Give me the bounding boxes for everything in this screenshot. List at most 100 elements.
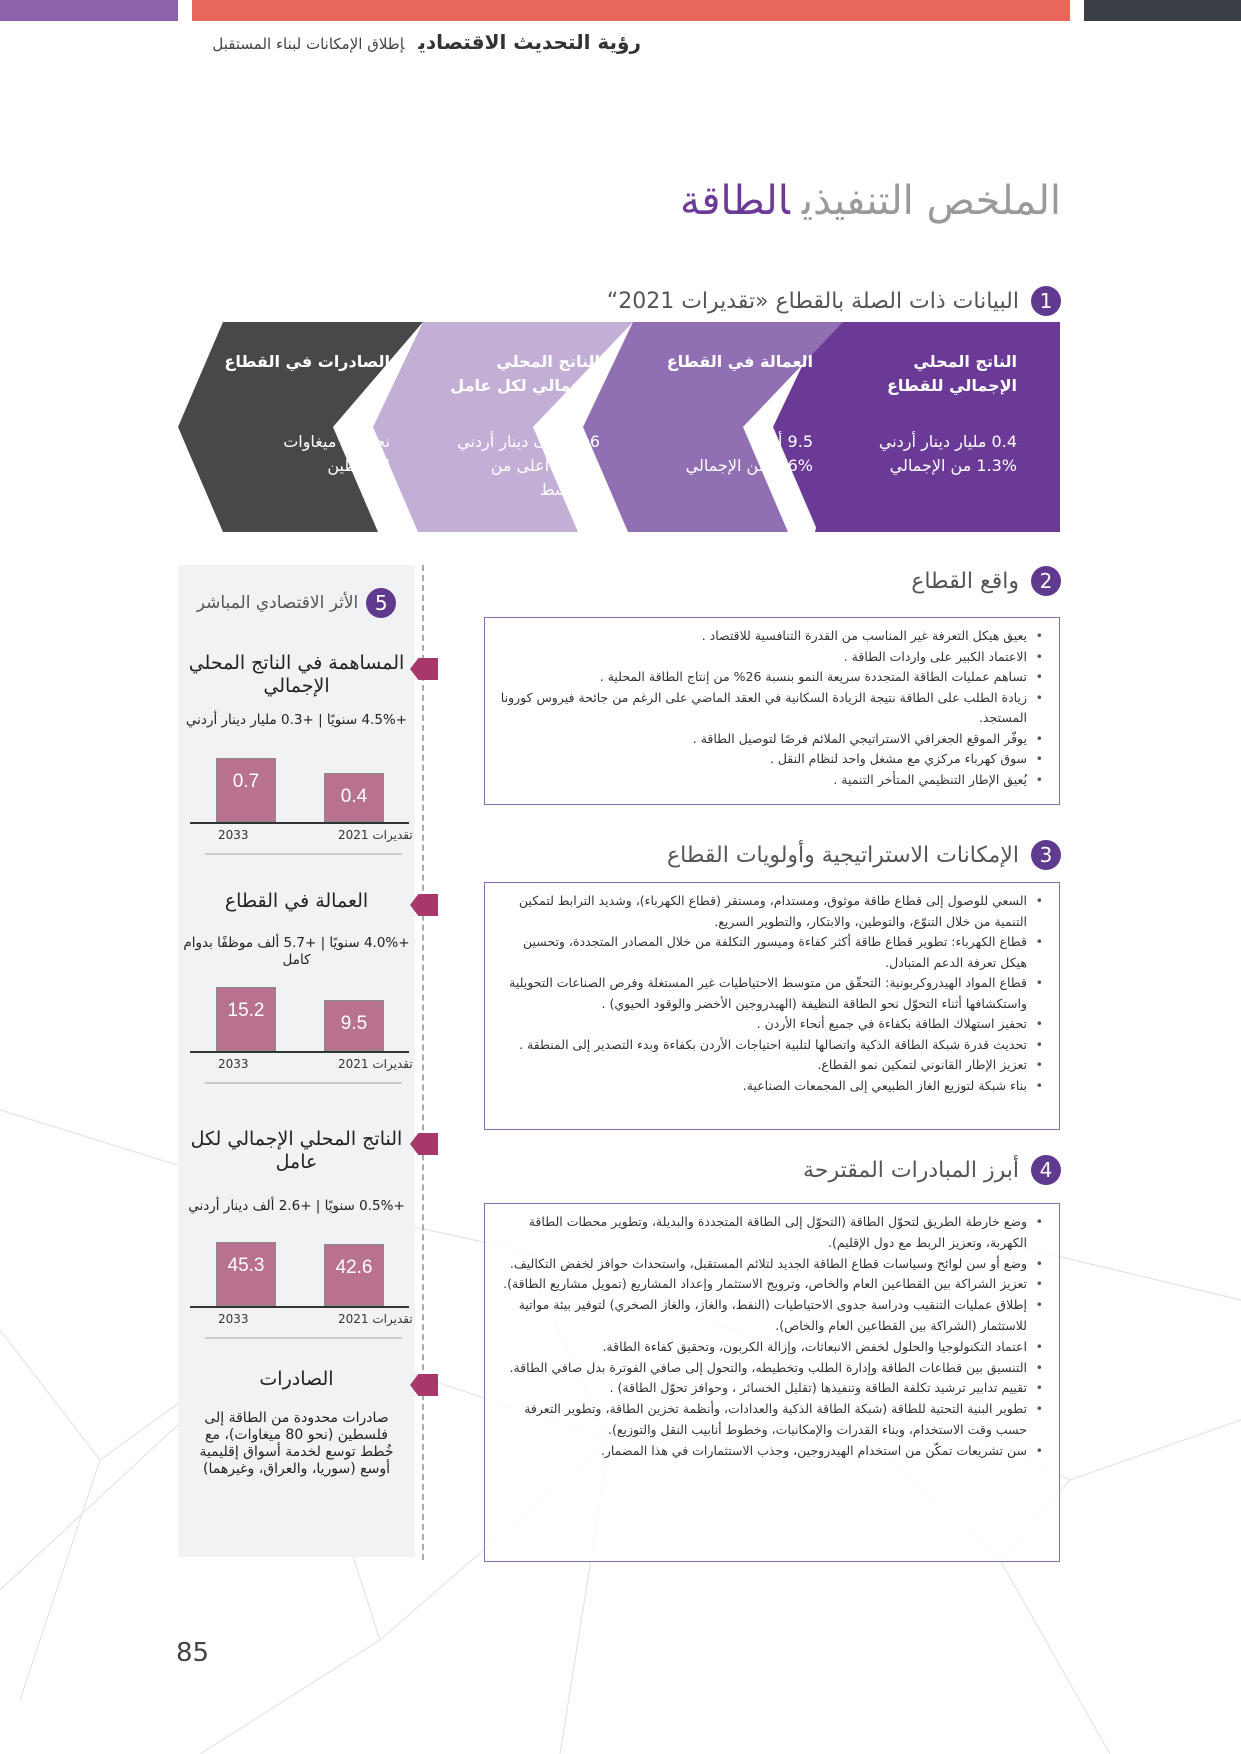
section4-heading: 4 أبرز المبادرات المقترحة [803,1155,1061,1185]
label-2021: تقديرات 2021 [338,1057,413,1071]
card-value: 0.4 مليار دينار أردني [878,432,1017,451]
page-header: رؤية التحديث الاقتصادي إطلاق الإمكانات لب… [212,30,641,54]
bullet-item: قطاع المواد الهيدروكربونية: التحقّق من م… [499,973,1045,1014]
chevron-1 [773,322,1060,532]
bullet-item: التنسيق بين قطاعات الطاقة وإدارة الطلب و… [499,1358,1045,1379]
section3-box: السعي للوصول إلى قطاع طاقة موثوق، ومستدا… [484,882,1060,1130]
section2-heading: 2 واقع القطاع [911,566,1061,596]
section-title: واقع القطاع [911,568,1019,594]
label-2033: 2033 [218,1312,249,1326]
bullet-item: تحديث قدرة شبكة الطاقة الذكية واتصالها ل… [499,1035,1045,1056]
bullet-item: إطلاق عمليات التنقيب ودراسة جدوى الاحتيا… [499,1295,1045,1337]
stat-card-gdp: الناتج المحلي الإجمالي للقطاع 0.4 مليار د… [822,322,1067,532]
section-number: 3 [1031,840,1061,870]
exports-text: صادرات محدودة من الطاقة إلى فلسطين (نحو … [199,1410,394,1477]
section3-heading: 3 الإمكانات الاستراتيجية وأولويات القطاع [667,840,1061,870]
card-value: 1.3% من الإجمالي [889,456,1017,475]
impact-bar-chart: 15.2 9.5 2033 تقديرات 2021 [190,985,415,1085]
section5-heading: 5 الأثر الاقتصادي المباشر [178,588,415,618]
label-2033: 2033 [218,828,249,842]
section-number: 1 [1031,286,1061,316]
ribbon-marker [410,658,438,680]
bar-2033: 15.2 [216,987,276,1051]
bullet-item: بناء شبكة لتوزيع الغاز الطبيعي إلى المجم… [499,1076,1045,1097]
bullet-item: قطاع الكهرباء: تطوير قطاع طاقة أكثر كفاء… [499,932,1045,973]
bullet-item: وضع أو سن لوائح وسياسات قطاع الطاقة الجد… [499,1254,1045,1275]
section-title: البيانات ذات الصلة بالقطاع «تقديرات 2021… [606,288,1019,314]
bar-2033: 45.3 [216,1242,276,1306]
card-value: 42.6 ألف دينار أردني [457,432,600,451]
page-number: 85 [176,1638,210,1668]
block-separator [205,853,402,855]
chevron-2 [583,322,843,532]
label-2033: 2033 [218,1057,249,1071]
exports-title: الصادرات [259,1368,334,1390]
card-value: 125% أعلى من المتوسط [490,456,600,499]
bullet-item: وضع خارطة الطريق لتحوّل الطاقة (التحوّل … [499,1212,1045,1254]
bullet-item: تعزيز الشراكة بين القطاعين العام والخاص،… [499,1274,1045,1295]
bullet-item: تطوير البنية التحتية للطاقة (شبكة الطاقة… [499,1399,1045,1441]
chart-baseline [190,822,409,824]
bullet-item: السعي للوصول إلى قطاع طاقة موثوق، ومستدا… [499,891,1045,932]
top-bar-dark [1084,0,1241,21]
impact-title: العمالة في القطاع [224,890,369,912]
bullet-item: تساهم عمليات الطاقة المتجددة سريعة النمو… [499,667,1045,688]
impact-panel [178,565,415,1557]
card-title: الصادرات في القطاع [224,352,390,371]
block-separator [205,1082,402,1084]
bullet-item: الاعتماد الكبير على واردات الطاقة . [499,647,1045,668]
title-part1: الملخص التنفيذي [801,178,1061,224]
impact-bar-chart: 45.3 42.6 2033 تقديرات 2021 [190,1240,415,1340]
stat-card-gdp-per-worker: الناتج المحلي الإجمالي لكل عامل 42.6 ألف … [410,322,650,532]
stat-card-exports: الصادرات في القطاع نحو 80 ميغاوات لفلسطين [200,322,440,532]
bullet-item: زيادة الطلب على الطاقة نتيجة الزيادة الس… [499,688,1045,729]
dashed-divider [422,565,424,1560]
card-value: نحو 80 ميغاوات لفلسطين [283,432,390,475]
chevron-3 [373,322,633,532]
section-number: 4 [1031,1155,1061,1185]
impact-bar-chart: 0.7 0.4 2033 تقديرات 2021 [190,756,415,856]
bar-2033: 0.7 [216,758,276,822]
bullet-item: اعتماد التكنولوجيا والحلول لخفض الانبعاث… [499,1337,1045,1358]
bar-2021: 9.5 [324,999,384,1051]
impact-growth: +4.5% سنويًا | +0.3 مليار دينار أردني [185,712,408,728]
chevron-4 [178,322,423,532]
card-title: العمالة في القطاع [666,352,813,371]
bullet-item: يُعيق الإطار التنظيمي المتأخر التنمية . [499,770,1045,791]
impact-title: الناتج المحلي الإجمالي لكل عامل [190,1128,403,1173]
section2-box: يعيق هيكل التعرفة غير المناسب من القدرة … [484,617,1060,805]
bullet-item: تقييم تدابير ترشيد تكلفة الطاقة وتنفيذها… [499,1378,1045,1399]
ribbon-marker [410,1133,438,1155]
block-separator [205,1337,402,1339]
bullet-item: يعيق هيكل التعرفة غير المناسب من القدرة … [499,626,1045,647]
bar-2021: 0.4 [324,772,384,822]
stat-card-employment: العمالة في القطاع 9.5 ألف 0.6% من الإجمالي [618,322,863,532]
bullet-item: سوق كهرباء مركزي مع مشغل واحد لنظام النق… [499,749,1045,770]
section-title: أبرز المبادرات المقترحة [803,1157,1019,1183]
chart-baseline [190,1306,409,1308]
card-title: الناتج المحلي الإجمالي لكل عامل [450,352,600,395]
ribbon-marker [410,894,438,916]
title-part2: الطاقة [679,178,790,224]
section-title: الأثر الاقتصادي المباشر [196,593,359,613]
header-brand: رؤية التحديث الاقتصادي [418,30,641,54]
header-tagline: إطلاق الإمكانات لبناء المستقبل [212,35,405,53]
section-number: 5 [366,588,397,618]
impact-growth: +4.0% سنويًا | +5.7 ألف موظفًا بدوام كام… [183,935,410,968]
bar-2021: 42.6 [324,1244,384,1306]
label-2021: تقديرات 2021 [338,828,413,842]
chevron-band [178,322,1060,532]
label-2021: تقديرات 2021 [338,1312,413,1326]
card-title: الناتج المحلي الإجمالي للقطاع [886,352,1017,395]
bullet-item: تعزيز الإطار القانوني لتمكين نمو القطاع. [499,1055,1045,1076]
page-title: الملخص التنفيذيالطاقة [680,178,1061,224]
impact-title: المساهمة في الناتج المحلي الإجمالي [188,652,405,697]
impact-growth: +0.5% سنويًا | +2.6 ألف دينار أردني [188,1198,405,1214]
section-number: 2 [1031,566,1061,596]
bullet-item: سن تشريعات تمكّن من استخدام الهيدروجين، … [499,1441,1045,1462]
top-bar-coral [192,0,1070,21]
bullet-item: يوفّر الموقع الجغرافي الاستراتيجي الملائ… [499,729,1045,750]
card-value: 0.6% من الإجمالي [685,456,813,475]
bullet-item: تحفيز استهلاك الطاقة بكفاءة في جميع أنحا… [499,1014,1045,1035]
section-title: الإمكانات الاستراتيجية وأولويات القطاع [667,842,1019,868]
